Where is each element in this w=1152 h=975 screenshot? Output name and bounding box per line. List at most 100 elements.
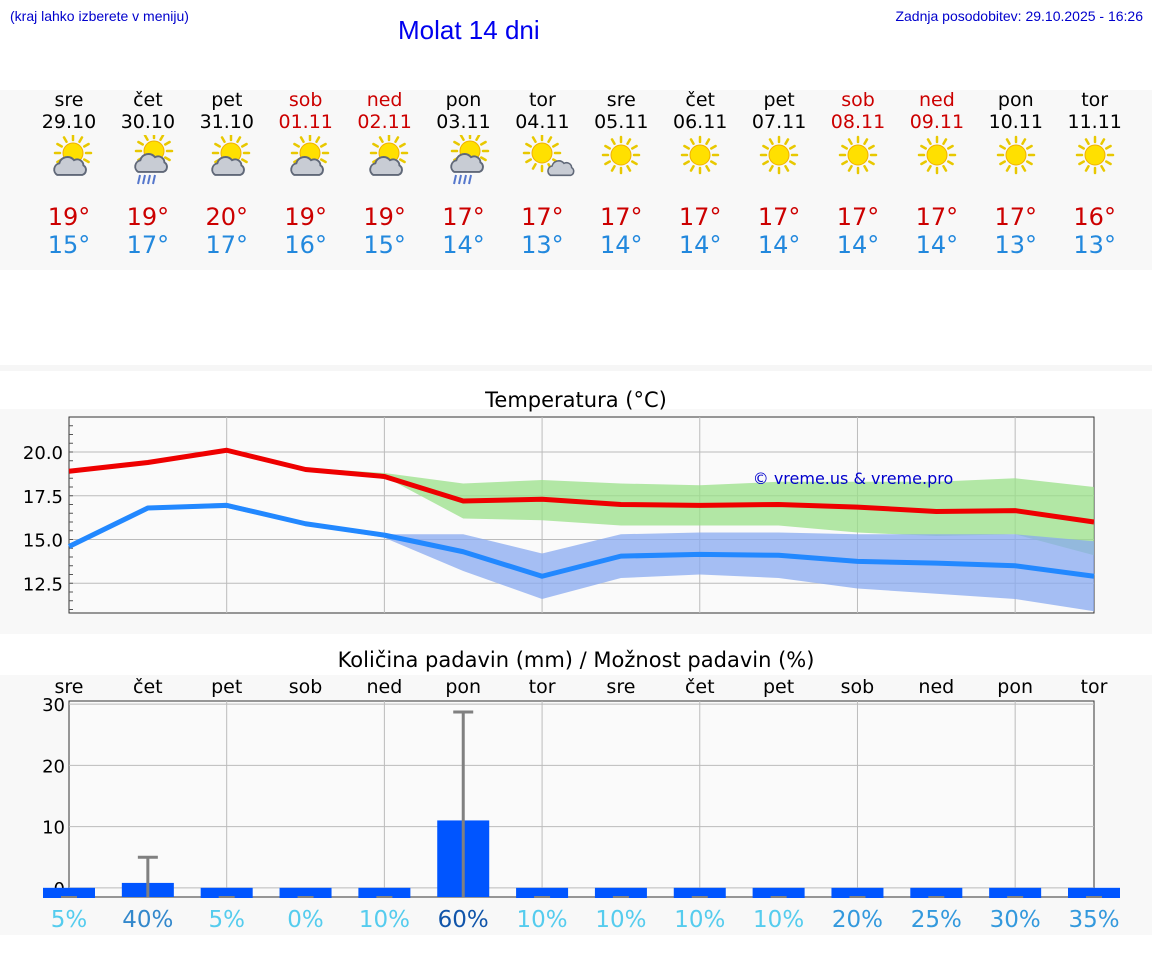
sun-icon: [996, 135, 1036, 175]
precip-probability: 10%: [517, 907, 568, 933]
x-tick-label: pon: [445, 676, 481, 698]
location-hint[interactable]: (kraj lahko izberete v meniju): [10, 8, 189, 24]
min-temp: 14°: [757, 231, 801, 259]
day-date: 11.11: [1067, 111, 1122, 133]
last-updated: Zadnja posodobitev: 29.10.2025 - 16:26: [895, 8, 1143, 24]
x-tick-label: pon: [997, 676, 1033, 698]
precip-bar: [831, 887, 884, 898]
day-date: 05.11: [594, 111, 649, 133]
forecast-day: tor 04.11 17° 13°: [502, 89, 582, 259]
min-temp: 14°: [836, 231, 880, 259]
precip-probability: 10%: [595, 907, 646, 933]
min-temp-band: [69, 502, 1094, 612]
min-temp: 14°: [678, 231, 722, 259]
x-tick-label: pet: [211, 676, 242, 698]
sun-icon: [759, 135, 799, 175]
forecast-day: pon 03.11 17° 14°: [424, 89, 504, 259]
forecast-day: tor 11.11 16° 13°: [1055, 89, 1135, 259]
max-temp: 17°: [836, 203, 880, 231]
sun-icon: [917, 135, 957, 175]
x-tick-label: tor: [1081, 676, 1108, 698]
page-title: Molat 14 dni: [398, 15, 540, 45]
x-tick-label: pet: [763, 676, 794, 698]
day-date: 09.11: [909, 111, 965, 133]
day-name: tor: [528, 89, 556, 111]
watermark: © vreme.us & vreme.pro: [753, 469, 954, 488]
x-tick-label: ned: [918, 676, 954, 698]
sun-icon: [1075, 135, 1114, 175]
min-temp: 14°: [600, 231, 643, 259]
day-name: sob: [841, 89, 875, 111]
max-temp: 17°: [994, 203, 1038, 231]
x-tick-label: sre: [55, 676, 84, 698]
sun-cloud-icon: [53, 135, 93, 176]
max-temp-line: [68, 447, 1095, 525]
day-date: 01.11: [278, 111, 333, 133]
precip-probability: 20%: [832, 907, 883, 933]
day-name: sre: [606, 89, 636, 111]
min-temp: 15°: [47, 231, 91, 259]
precip-bar: [594, 887, 647, 898]
precip-probability: 5%: [208, 907, 245, 933]
forecast-day: pon 10.11 17° 13°: [976, 89, 1056, 259]
sun-icon: [680, 135, 720, 175]
day-name: sre: [54, 89, 84, 111]
y-tick-label: 20: [42, 756, 65, 777]
forecast-day: sre 29.10 19° 15°: [29, 89, 109, 259]
precip-probability: 10%: [753, 907, 804, 933]
day-date: 04.11: [515, 111, 570, 133]
max-temp: 17°: [757, 203, 801, 231]
x-tick-label: čet: [133, 676, 163, 698]
forecast-day: čet 06.11 17° 14°: [660, 89, 740, 259]
min-temp-line: [67, 502, 1095, 579]
max-temp: 17°: [678, 203, 722, 231]
min-temp: 13°: [994, 231, 1038, 259]
max-temp: 20°: [205, 203, 249, 231]
precip-bar: [43, 887, 95, 898]
max-temp: 19°: [284, 203, 327, 231]
min-temp: 13°: [521, 231, 564, 259]
forecast-day: pet 07.11 17° 14°: [739, 89, 819, 259]
day-date: 29.10: [41, 111, 97, 133]
x-tick-label: čet: [685, 676, 715, 698]
forecast-day: ned 09.11 17° 14°: [897, 89, 977, 259]
precip-bar: [752, 887, 805, 898]
max-temp: 17°: [521, 203, 564, 231]
x-tick-label: sre: [606, 676, 635, 698]
y-tick-label: 17.5: [23, 487, 63, 508]
forecast-day: pet 31.10 20° 17°: [187, 89, 267, 259]
min-temp: 14°: [442, 231, 485, 259]
day-name: pet: [763, 89, 795, 111]
max-temp: 19°: [363, 203, 406, 231]
day-date: 07.11: [751, 111, 807, 133]
day-name: ned: [918, 89, 955, 111]
y-tick-label: 12.5: [23, 574, 63, 595]
precip-bar: [200, 887, 253, 898]
min-temp: 15°: [363, 231, 406, 259]
day-name: ned: [366, 89, 403, 111]
day-date: 02.11: [357, 111, 412, 133]
forecast-day: sob 01.11 19° 16°: [266, 89, 346, 259]
precip-probability: 40%: [122, 907, 173, 933]
precipitation-chart-title: Količina padavin (mm) / Možnost padavin …: [337, 648, 815, 672]
sun-icon: [838, 135, 878, 175]
day-name: pet: [211, 89, 243, 111]
sun-cloud-icon: [368, 135, 408, 176]
day-name: tor: [1081, 89, 1109, 111]
precip-bar: [279, 887, 332, 898]
min-temp: 16°: [284, 231, 327, 259]
day-date: 06.11: [672, 111, 728, 133]
forecast-day: sob 08.11 17° 14°: [818, 89, 898, 259]
plot-area: [68, 700, 1095, 898]
day-date: 08.11: [830, 111, 886, 133]
day-date: 10.11: [988, 111, 1043, 133]
day-name: pon: [445, 89, 482, 111]
day-name: čet: [685, 89, 715, 111]
max-temp: 19°: [126, 203, 170, 231]
precip-probability: 30%: [990, 907, 1041, 933]
day-name: sob: [288, 89, 323, 111]
max-temp: 17°: [600, 203, 643, 231]
max-temp: 17°: [915, 203, 959, 231]
precip-bar: [358, 887, 411, 898]
